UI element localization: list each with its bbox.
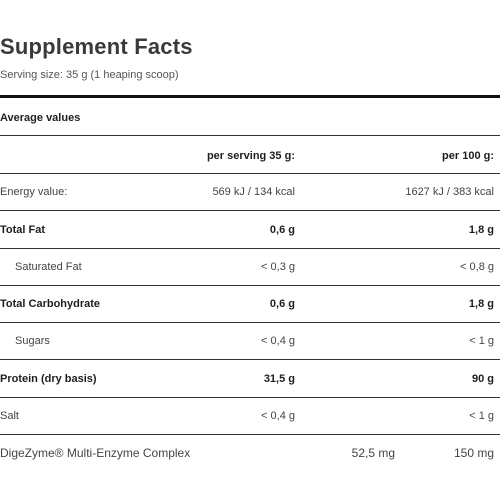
row-value-saturated-fat-per-100g: < 0,8 g: [460, 261, 494, 273]
column-header-per-serving: per serving 35 g:: [206, 150, 295, 162]
row-value-digezyme-per-100g: 150 mg: [453, 446, 494, 460]
header-divider: [0, 95, 500, 98]
divider: [0, 434, 500, 435]
page-title: Supplement Facts: [0, 34, 193, 59]
row-value-total-fat-per-serving: 0,6 g: [269, 224, 295, 236]
row-value-sugars-per-serving: < 0,4 g: [261, 335, 295, 347]
row-value-energy-per-serving: 569 kJ / 134 kcal: [212, 186, 295, 198]
row-value-digezyme-per-serving: 52,5 mg: [351, 446, 395, 460]
row-label-total-carbohydrate: Total Carbohydrate: [0, 298, 101, 310]
row-value-salt-per-serving: < 0,4 g: [261, 410, 295, 422]
row-value-total-carbohydrate-per-serving: 0,6 g: [269, 298, 295, 310]
divider: [0, 397, 500, 398]
row-label-salt: Salt: [0, 410, 19, 422]
divider: [0, 210, 500, 211]
row-label-saturated-fat: Saturated Fat: [15, 261, 82, 273]
column-header-per-100g: per 100 g:: [442, 150, 494, 162]
divider: [0, 322, 500, 323]
row-value-total-fat-per-100g: 1,8 g: [468, 224, 494, 236]
row-value-salt-per-100g: < 1 g: [469, 410, 494, 422]
row-label-protein: Protein (dry basis): [0, 373, 97, 385]
row-value-sugars-per-100g: < 1 g: [469, 335, 494, 347]
row-value-saturated-fat-per-serving: < 0,3 g: [261, 261, 295, 273]
row-value-energy-per-100g: 1627 kJ / 383 kcal: [405, 186, 494, 198]
row-value-protein-per-serving: 31,5 g: [263, 373, 295, 385]
row-label-digezyme: DigeZyme® Multi-Enzyme Complex: [0, 446, 191, 460]
row-value-protein-per-100g: 90 g: [471, 373, 494, 385]
row-label-energy: Energy value:: [0, 186, 68, 198]
row-value-total-carbohydrate-per-100g: 1,8 g: [468, 298, 494, 310]
row-label-sugars: Sugars: [15, 335, 50, 347]
section-header: Average values: [0, 112, 81, 124]
divider: [0, 135, 500, 136]
divider: [0, 359, 500, 360]
divider: [0, 285, 500, 286]
divider: [0, 248, 500, 249]
row-label-total-fat: Total Fat: [0, 224, 46, 236]
serving-size: Serving size: 35 g (1 heaping scoop): [0, 69, 179, 81]
divider: [0, 173, 500, 174]
